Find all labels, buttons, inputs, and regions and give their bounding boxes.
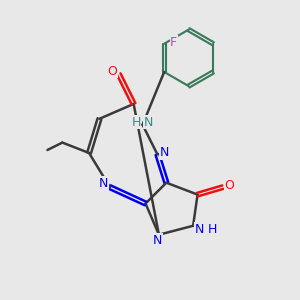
Text: O: O <box>224 179 234 192</box>
Text: N: N <box>144 116 153 129</box>
Text: N: N <box>99 177 108 190</box>
Text: N: N <box>195 223 204 236</box>
Text: F: F <box>170 36 177 49</box>
Text: N: N <box>153 234 162 247</box>
Text: N: N <box>159 146 169 160</box>
Text: O: O <box>107 65 117 78</box>
Text: H: H <box>131 116 141 129</box>
Text: H: H <box>208 223 217 236</box>
